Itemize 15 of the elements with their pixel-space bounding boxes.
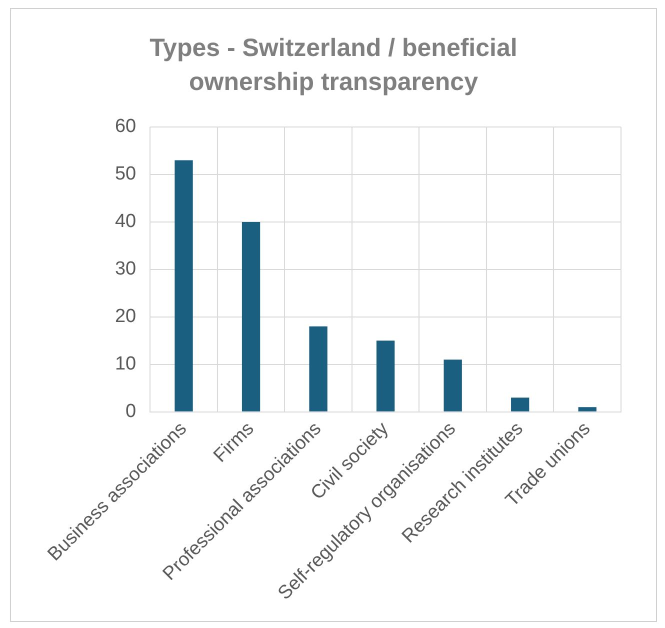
bar (309, 326, 328, 412)
y-tick-label: 10 (114, 354, 136, 375)
bar (376, 340, 395, 412)
y-tick-label: 50 (114, 164, 136, 185)
bar (174, 160, 193, 412)
chart-title: Types - Switzerland / beneficial ownership transparency (148, 33, 518, 98)
bar (511, 398, 530, 412)
y-tick-label: 20 (114, 306, 136, 328)
y-tick-label: 30 (114, 258, 136, 280)
bar (242, 222, 260, 412)
y-tick-label: 40 (114, 211, 136, 232)
bar (578, 407, 596, 412)
y-tick-label: 60 (114, 116, 136, 138)
bar (444, 360, 462, 412)
y-tick-label: 0 (126, 401, 136, 422)
